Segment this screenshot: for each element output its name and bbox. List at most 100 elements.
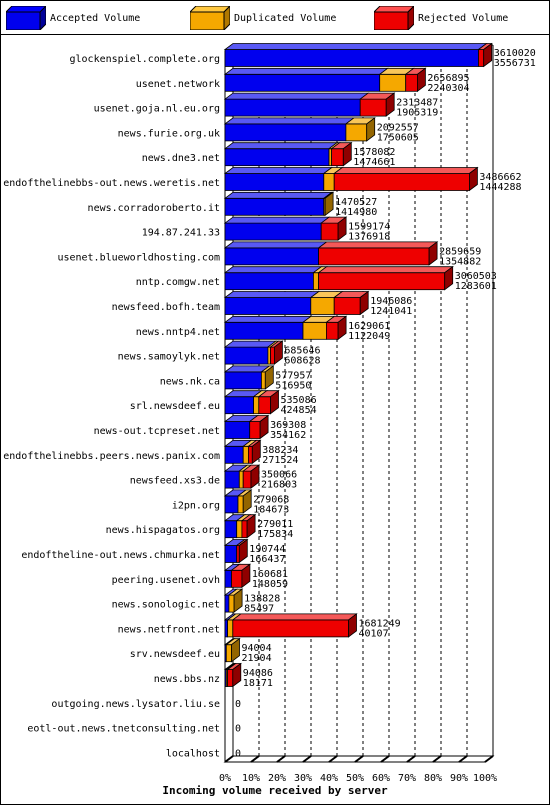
category-label: peering.usenet.ovh	[112, 575, 220, 586]
value-label-total: 2313487	[396, 98, 438, 109]
category-label: news.dne3.net	[142, 153, 220, 164]
x-tick-mark	[224, 755, 234, 763]
value-label-total: 3610020	[494, 48, 536, 59]
category-label: i2pn.org	[172, 500, 220, 511]
bar-duplicated	[242, 445, 249, 464]
value-label-total: 350066	[261, 470, 297, 481]
value-label-accepted: 1376918	[348, 232, 390, 243]
bar-rejected	[320, 222, 339, 241]
value-label-accepted: 1474661	[353, 157, 395, 168]
bar-rejected	[405, 73, 418, 92]
value-label-accepted: 1750605	[377, 132, 419, 143]
value-label-total: 0	[235, 699, 241, 710]
value-label-total: 279068	[253, 494, 289, 505]
bar-side	[337, 216, 347, 241]
category-label: endoftheline-out.news.chmurka.net	[21, 550, 220, 561]
bar-rejected	[241, 520, 248, 539]
category-label: news.nntp4.net	[136, 327, 220, 338]
x-tick-label: 10%	[242, 773, 260, 784]
bar-side	[232, 662, 242, 688]
value-label-total: 2656895	[427, 73, 469, 84]
legend-swatch-duplicated	[188, 4, 232, 32]
bar-rejected	[478, 49, 485, 67]
x-tick-mark	[484, 755, 494, 763]
value-label-total: 369308	[270, 420, 306, 431]
bar-accepted	[224, 396, 255, 415]
value-label-total: 388234	[262, 445, 298, 456]
x-tick-mark	[328, 755, 338, 763]
x-tick-label: 100%	[473, 773, 497, 784]
value-label-accepted: 3556731	[494, 58, 536, 69]
category-label: srv.newsdeef.eu	[130, 649, 220, 660]
bar-accepted	[224, 346, 269, 365]
x-tick-mark	[458, 755, 468, 763]
bar-accepted	[224, 594, 230, 613]
bar-accepted	[224, 247, 319, 266]
bar-duplicated	[260, 371, 266, 390]
category-label: news-out.tcpreset.net	[94, 426, 220, 437]
value-label-accepted: 2240304	[427, 83, 469, 94]
value-label-accepted: 85497	[244, 604, 274, 615]
bar-duplicated	[225, 644, 232, 663]
bar-rejected	[249, 421, 261, 439]
x-tick-label: 40%	[320, 773, 338, 784]
category-label: news.sonologic.net	[112, 600, 220, 611]
value-label-accepted: 216803	[261, 480, 297, 491]
value-label-accepted: 1122049	[348, 331, 390, 342]
bar-accepted	[224, 173, 325, 191]
bar-rejected	[247, 445, 253, 464]
bar-rejected	[333, 297, 361, 315]
bar-side	[366, 117, 376, 142]
legend-item-duplicated: Duplicated Volume	[188, 4, 336, 32]
value-label-accepted: 354162	[270, 430, 306, 441]
value-label-total: 577957	[275, 370, 311, 381]
value-label-accepted: 1414980	[335, 207, 377, 218]
x-tick-mark	[276, 755, 286, 763]
bar-accepted	[224, 272, 314, 291]
bar-side	[264, 365, 274, 390]
bar-top-accepted	[223, 216, 331, 224]
category-label: news.samoylyk.net	[118, 352, 220, 363]
value-label-total: 2859659	[439, 246, 481, 257]
category-label: news.nk.ca	[160, 376, 220, 387]
value-label-accepted: 184673	[253, 504, 289, 515]
bar-duplicated	[345, 123, 368, 142]
value-label-total: 190744	[249, 544, 285, 555]
bar-accepted	[224, 49, 479, 67]
bar-rejected	[258, 396, 271, 415]
bar-top-rejected	[231, 613, 358, 621]
category-label: usenet.network	[136, 79, 220, 90]
bar-side	[273, 340, 283, 365]
value-label-total: 0	[235, 748, 241, 759]
bar-top-accepted	[223, 67, 389, 75]
bar-duplicated	[312, 272, 319, 291]
value-label-accepted: 40107	[359, 628, 389, 639]
bar-accepted	[224, 321, 304, 340]
legend-swatch-rejected	[372, 4, 416, 32]
x-tick-label: 80%	[424, 773, 442, 784]
legend-label-accepted: Accepted Volume	[50, 13, 141, 24]
x-tick-mark	[432, 755, 442, 763]
legend-divider	[1, 34, 549, 35]
bar-side	[324, 191, 334, 217]
value-label-accepted: 1354882	[439, 256, 481, 267]
category-label: eotl-out.news.tnetconsulting.net	[27, 724, 220, 735]
category-label: outgoing.news.lysator.liu.se	[51, 699, 220, 710]
bar-top-accepted	[223, 167, 333, 174]
x-axis-title: Incoming volume received by server	[162, 784, 388, 797]
x-tick-mark	[406, 755, 416, 763]
category-label: srl.newsdeef.eu	[130, 401, 220, 412]
bar-accepted	[224, 98, 361, 117]
value-label-accepted: 1241041	[370, 306, 412, 317]
value-label-total: 1599174	[348, 222, 390, 233]
bar-rejected	[331, 148, 344, 167]
bar-top-accepted	[223, 43, 488, 50]
value-label-total: 160681	[252, 569, 288, 580]
bar-side	[428, 241, 438, 266]
value-label-total: 94086	[243, 668, 273, 679]
bar-rejected	[270, 346, 275, 365]
bar-rejected	[359, 98, 387, 117]
bar-accepted	[224, 470, 240, 489]
bar-side	[270, 389, 279, 415]
bar-top-rejected	[317, 241, 439, 249]
